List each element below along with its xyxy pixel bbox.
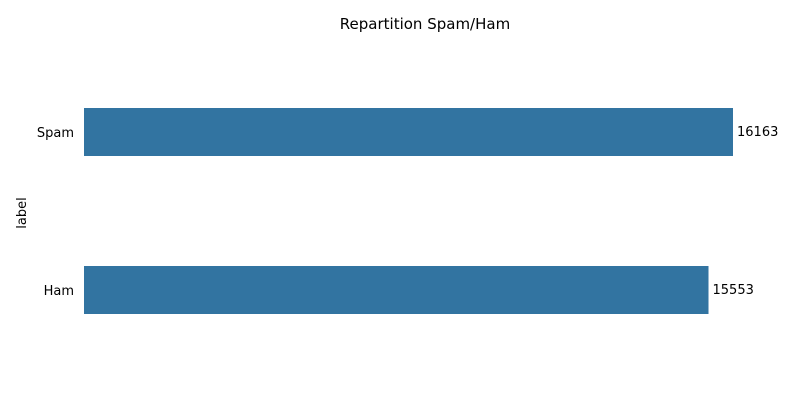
y-axis-label: label [15, 197, 30, 228]
plot-area: Spam 16163 Ham 15553 [37, 108, 778, 314]
data-label-spam: 16163 [737, 125, 778, 140]
y-tick-label-spam: Spam [37, 126, 74, 141]
chart-title: Repartition Spam/Ham [340, 15, 510, 33]
bar-spam [84, 108, 733, 156]
bar-ham [84, 266, 709, 314]
data-label-ham: 15553 [713, 283, 754, 298]
y-tick-label-ham: Ham [44, 284, 74, 299]
